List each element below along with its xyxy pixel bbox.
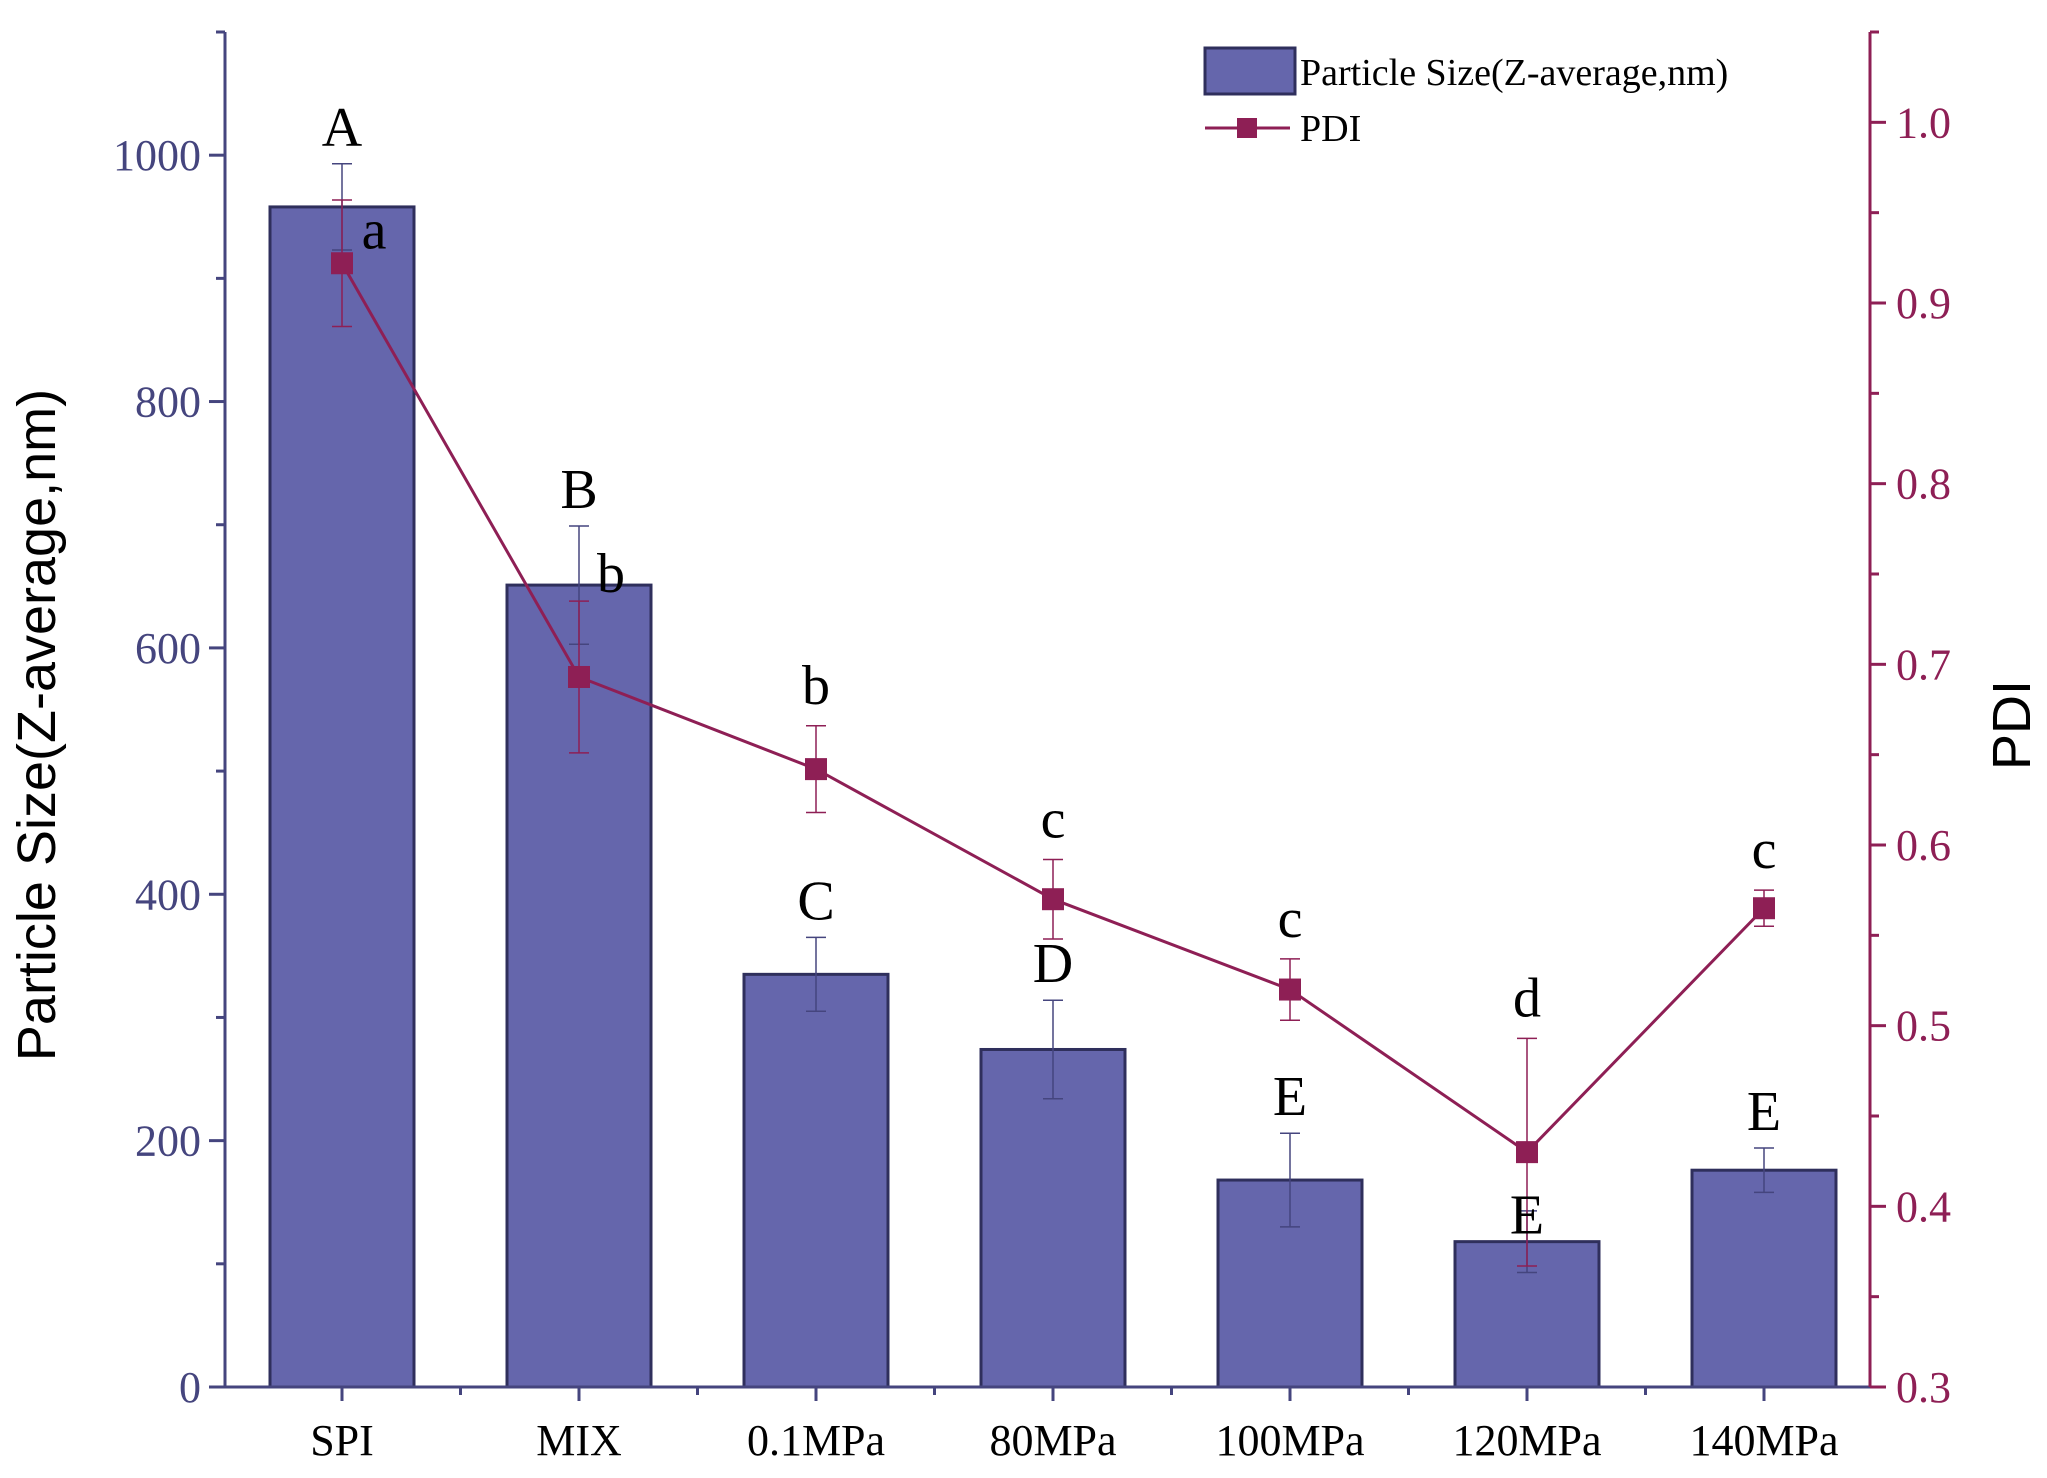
pdi-letter-4: c bbox=[1278, 888, 1303, 950]
x-tick-label-1: MIX bbox=[536, 1416, 622, 1465]
pdi-letter-5: d bbox=[1513, 967, 1541, 1029]
x-tick-label-4: 100MPa bbox=[1215, 1416, 1364, 1465]
bar-letter-2: C bbox=[797, 870, 834, 932]
pdi-letter-3: c bbox=[1041, 788, 1066, 850]
pdi-line-layer bbox=[331, 199, 1775, 1267]
bar-6 bbox=[1690, 1168, 1838, 1389]
pdi-letter-2: b bbox=[802, 655, 830, 717]
y-left-tick-label-2: 400 bbox=[135, 870, 201, 919]
y-right-tick-label-0: 0.3 bbox=[1896, 1363, 1951, 1412]
bar-letter-5: E bbox=[1510, 1185, 1544, 1247]
pdi-letter-0: a bbox=[362, 199, 387, 261]
pdi-marker-2 bbox=[805, 758, 827, 781]
bars-layer bbox=[268, 163, 1838, 1389]
labels-layer: SPI MIX 0.1MPa 80MPa 100MPa 120MPa 140MPa 0 200 4… bbox=[113, 97, 1951, 1465]
pdi-marker-0 bbox=[331, 252, 353, 275]
pdi-marker-6 bbox=[1753, 897, 1775, 920]
legend: Particle Size(Z-average,nm) PDI bbox=[1203, 46, 1728, 150]
bar-2 bbox=[742, 972, 890, 1389]
y-right-tick-label-3: 0.6 bbox=[1896, 821, 1951, 870]
bar-letter-1: B bbox=[560, 459, 597, 521]
y-left-tick-label-0: 0 bbox=[179, 1363, 201, 1412]
x-tick-label-6: 140MPa bbox=[1689, 1416, 1838, 1465]
y-right-tick-label-5: 0.8 bbox=[1896, 460, 1951, 509]
y-axis-right-title: PDI bbox=[1982, 680, 2042, 770]
x-tick-label-5: 120MPa bbox=[1452, 1416, 1601, 1465]
bar-0 bbox=[268, 205, 416, 1389]
y-right-tick-label-2: 0.5 bbox=[1896, 1002, 1951, 1051]
x-tick-label-2: 0.1MPa bbox=[747, 1416, 885, 1465]
bar-letter-3: D bbox=[1033, 933, 1073, 995]
y-axis-left-title: Particle Size(Z-average,nm) bbox=[7, 389, 67, 1061]
legend-bar-label: Particle Size(Z-average,nm) bbox=[1300, 52, 1728, 94]
legend-line-marker bbox=[1237, 118, 1257, 138]
y-right-tick-label-4: 0.7 bbox=[1896, 640, 1951, 689]
bar-letter-4: E bbox=[1273, 1066, 1307, 1128]
bar-3 bbox=[979, 1047, 1127, 1389]
pdi-marker-3 bbox=[1042, 888, 1064, 911]
y-left-tick-label-4: 800 bbox=[135, 378, 201, 427]
pdi-letter-1: b bbox=[597, 543, 625, 605]
bar-letter-0: A bbox=[322, 97, 363, 159]
legend-bar-swatch bbox=[1203, 46, 1297, 96]
y-left-tick-label-5: 1000 bbox=[113, 131, 201, 180]
bar-letter-6: E bbox=[1747, 1081, 1781, 1143]
y-left-tick-label-1: 200 bbox=[135, 1117, 201, 1166]
pdi-letter-6: c bbox=[1752, 819, 1777, 881]
y-left-tick-label-3: 600 bbox=[135, 624, 201, 673]
y-right-tick-label-7: 1.0 bbox=[1896, 98, 1951, 147]
x-tick-label-3: 80MPa bbox=[989, 1416, 1116, 1465]
legend-line-label: PDI bbox=[1300, 108, 1361, 150]
x-tick-label-0: SPI bbox=[310, 1416, 374, 1465]
y-right-tick-label-6: 0.9 bbox=[1896, 279, 1951, 328]
pdi-marker-4 bbox=[1279, 978, 1301, 1001]
axes-layer bbox=[209, 30, 1886, 1401]
pdi-marker-5 bbox=[1516, 1141, 1538, 1164]
pdi-marker-1 bbox=[568, 665, 590, 688]
y-right-tick-label-1: 0.4 bbox=[1896, 1182, 1951, 1231]
